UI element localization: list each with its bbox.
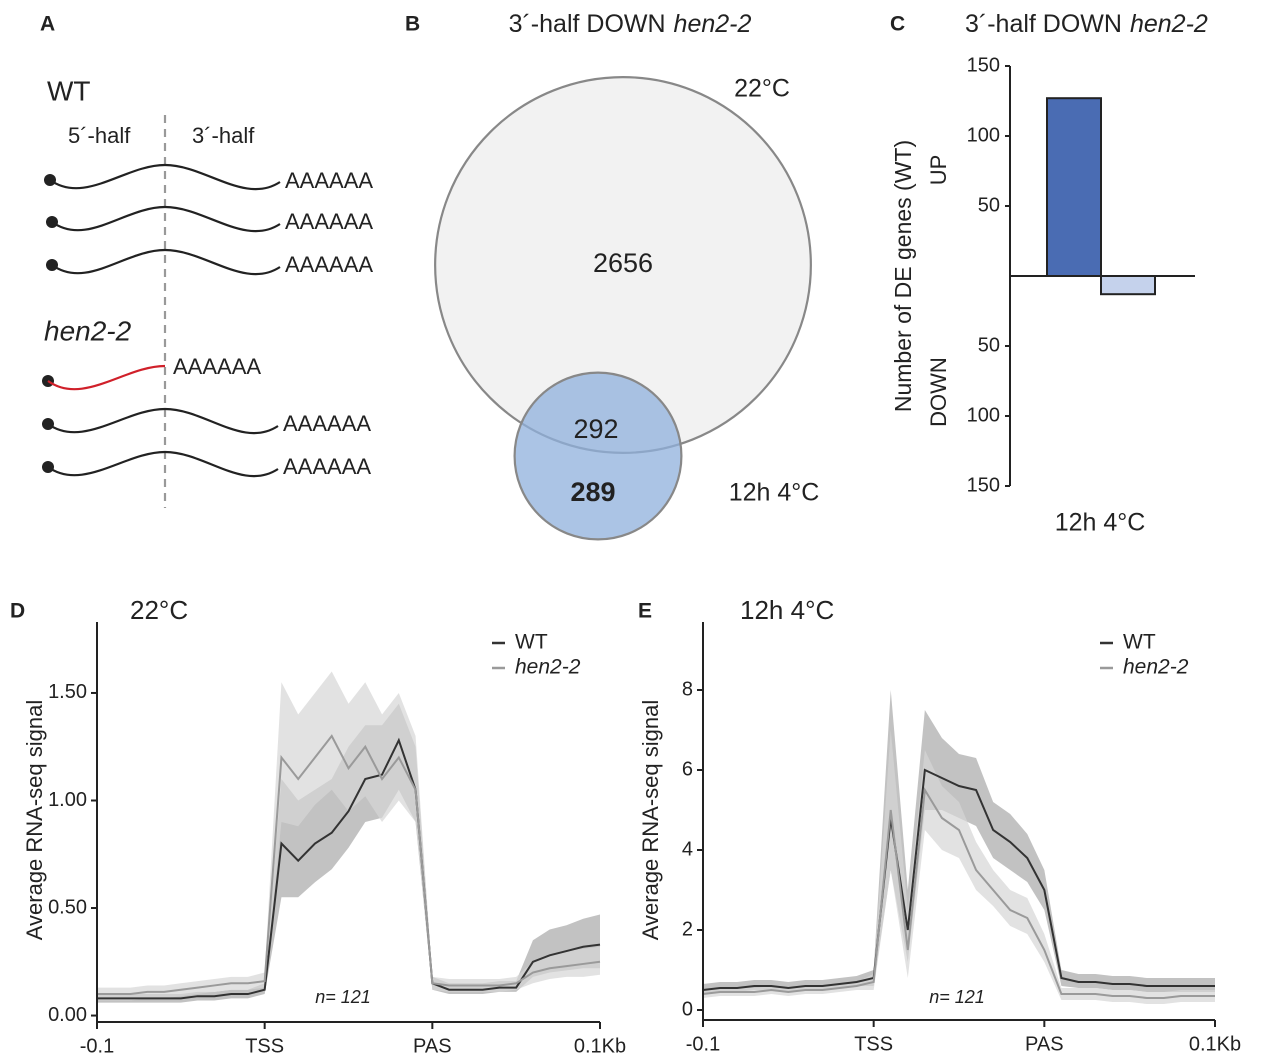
x-tick-label: 0.1Kb: [574, 1035, 626, 1057]
polya-tail: AAAAAA: [283, 411, 371, 436]
panel-letter: B: [405, 13, 420, 36]
x-tick-label: 12h 4°C: [1055, 509, 1146, 537]
polya-tail: AAAAAA: [285, 209, 373, 234]
series-line: [97, 737, 601, 1000]
series-line: [702, 786, 1215, 999]
diagram: A WT 5´-half 3´-half AAAAAA AAAAAA AAAAA…: [40, 13, 373, 508]
venn-set: [513, 371, 683, 541]
y-tick-label: 1.50: [48, 681, 87, 703]
series-line: [97, 734, 601, 996]
y-tick-label: 0.00: [48, 1004, 87, 1026]
x-tick-label: TSS: [245, 1035, 284, 1057]
group-label: hen2-2: [44, 315, 132, 346]
transcript: [51, 248, 281, 276]
panel-letter: C: [890, 13, 905, 36]
title-text: 3´-half DOWN: [509, 10, 666, 38]
y-tick-label: 150: [967, 474, 1000, 496]
y-tick-label: 8: [682, 678, 693, 700]
bar: [1100, 275, 1156, 296]
title-text: 3´-half DOWN: [965, 10, 1122, 38]
title-genotype: hen2-2: [1130, 10, 1208, 38]
y-tick-label: 2: [682, 918, 693, 940]
transcript: [47, 450, 279, 478]
annotation: n= 121: [315, 987, 371, 1007]
truncated-transcript: [47, 364, 166, 391]
x-tick-label: PAS: [413, 1035, 452, 1057]
transcript: [51, 205, 281, 233]
panel-letter: D: [10, 600, 25, 623]
annotation: n= 121: [929, 987, 985, 1007]
chart-title: 3´-half DOWN hen2-2: [509, 10, 752, 38]
polya-tail: AAAAAA: [285, 252, 373, 277]
chart-title: 12h 4°C: [740, 595, 834, 625]
x-tick-label: 0.1Kb: [1189, 1033, 1241, 1055]
panel-letter: A: [40, 13, 55, 36]
set-count: 289: [570, 477, 615, 507]
transcript: [47, 407, 279, 435]
x-tick-label: PAS: [1025, 1033, 1064, 1055]
y-axis-label: Average RNA-seq signal: [638, 700, 663, 941]
y-tick-label: 6: [682, 758, 693, 780]
polya-tail: AAAAAA: [173, 354, 261, 379]
direction-label: UP: [926, 155, 951, 186]
y-tick-label: 0: [682, 998, 693, 1020]
y-tick-label: 150: [967, 54, 1000, 76]
x-tick-label: -0.1: [686, 1033, 720, 1055]
y-tick-label: 0.50: [48, 896, 87, 918]
transcript: [49, 163, 281, 191]
half-label: 5´-half: [68, 123, 131, 148]
x-tick-label: -0.1: [80, 1035, 114, 1057]
half-label: 3´-half: [192, 123, 255, 148]
legend-label: WT: [515, 631, 548, 654]
set-name: 12h 4°C: [729, 479, 820, 507]
legend-label: WT: [1123, 631, 1156, 654]
legend-label: hen2-2: [1123, 656, 1189, 679]
y-tick-label: 1.00: [48, 789, 87, 811]
legend-label: hen2-2: [515, 656, 581, 679]
panel-letter: E: [638, 600, 652, 623]
y-tick-label: 50: [978, 194, 1000, 216]
y-tick-label: 100: [967, 124, 1000, 146]
polya-tail: AAAAAA: [285, 168, 373, 193]
bar: [1046, 97, 1102, 277]
y-tick-label: 100: [967, 404, 1000, 426]
title-genotype: hen2-2: [674, 10, 752, 38]
group-label: WT: [47, 75, 91, 106]
y-axis-label: Number of DE genes (WT): [890, 140, 916, 412]
series-line: [702, 768, 1215, 991]
set-name: 22°C: [734, 75, 790, 103]
chart-title: 22°C: [130, 595, 188, 625]
y-axis-label: Average RNA-seq signal: [22, 700, 47, 941]
overlap-count: 292: [573, 414, 618, 444]
polya-tail: AAAAAA: [283, 454, 371, 479]
set-count: 2656: [593, 248, 653, 278]
y-tick-label: 4: [682, 838, 693, 860]
x-tick-label: TSS: [854, 1033, 893, 1055]
direction-label: DOWN: [926, 357, 951, 427]
chart-title: 3´-half DOWN hen2-2: [965, 10, 1208, 38]
y-tick-label: 50: [978, 334, 1000, 356]
